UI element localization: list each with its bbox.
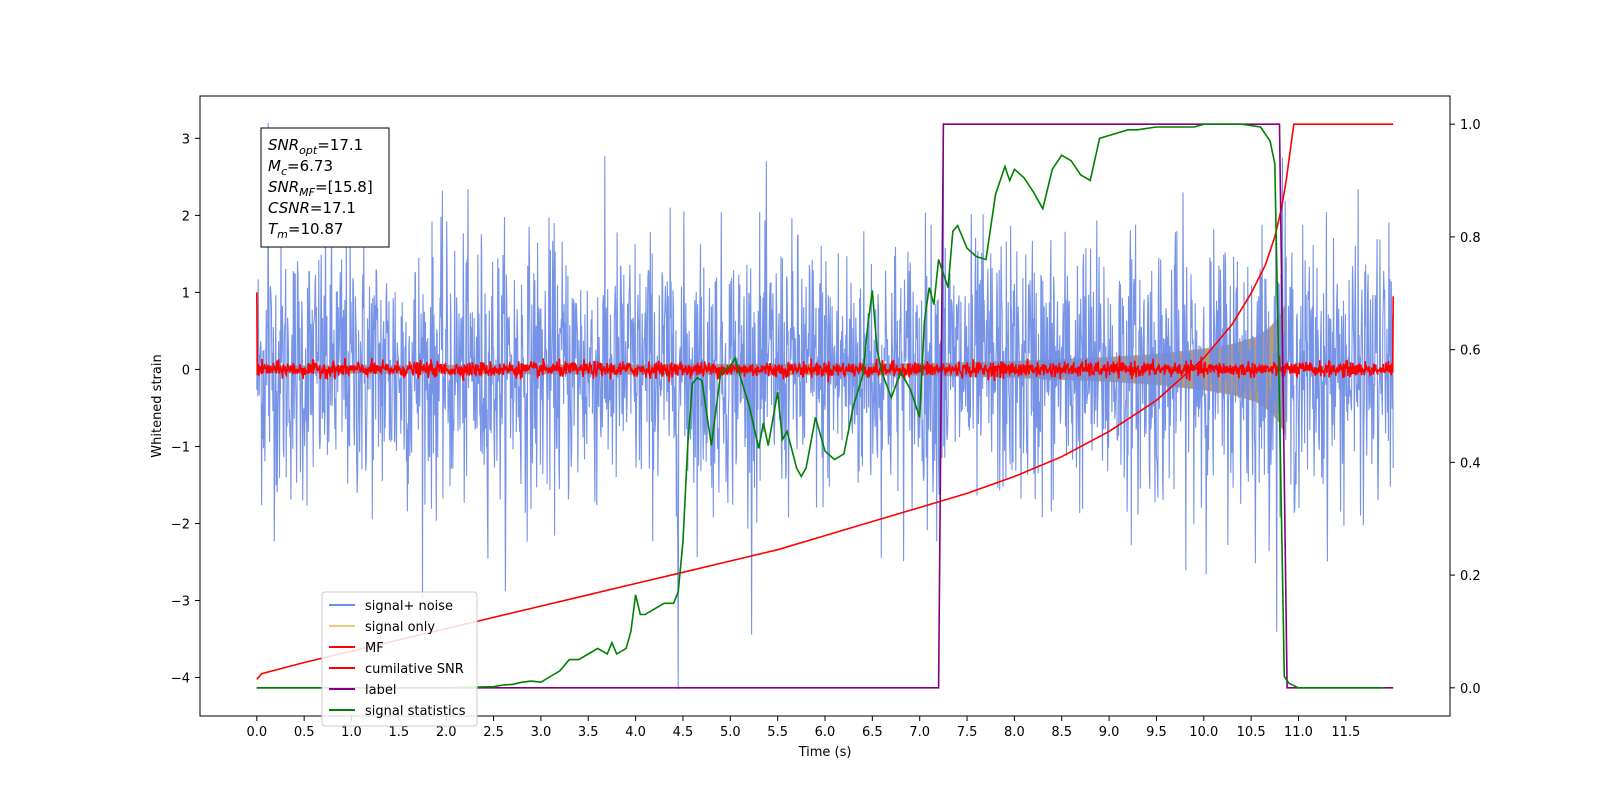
x-tick-label: 0.0: [246, 725, 267, 740]
x-tick-label: 1.0: [341, 725, 362, 740]
y-tick-label: 1: [182, 286, 190, 301]
annotation-sub: m: [277, 228, 288, 241]
y2-tick-label: 0.0: [1460, 682, 1481, 697]
annotation-var: M: [268, 157, 281, 175]
y2-tick-label: 0.2: [1460, 569, 1481, 584]
annotation-value: =17.1: [310, 199, 356, 217]
annotation-var: SNR: [268, 178, 299, 196]
y-axis-left: −4 −3 −2 −1 0 1 2 3: [171, 132, 200, 686]
x-tick-label: 3.5: [578, 725, 599, 740]
x-tick-label: 0.5: [294, 725, 315, 740]
x-tick-label: 5.5: [767, 725, 788, 740]
y-tick-label: 3: [182, 132, 190, 147]
annotation-var: T: [268, 220, 279, 238]
x-tick-label: 8.5: [1051, 725, 1072, 740]
annotation-sub: MF: [299, 186, 315, 199]
y-tick-label: −1: [171, 440, 190, 455]
signal-plus-noise-layer: [256, 122, 1394, 690]
y-tick-label: 0: [182, 363, 190, 378]
x-tick-label: 7.5: [957, 725, 978, 740]
legend: signal+ noise signal only MF cumilative SNR…: [321, 591, 478, 727]
x-tick-label: 6.5: [862, 725, 883, 740]
annotation-var: SNR: [268, 136, 299, 154]
x-tick-label: 10.5: [1237, 725, 1266, 740]
legend-label: label: [365, 683, 396, 698]
legend-label: signal+ noise: [365, 599, 453, 614]
annotation-line: SNRMF=[15.8]: [268, 178, 373, 199]
y2-tick-label: 1.0: [1460, 118, 1481, 133]
y-axis-right: 0.0 0.2 0.4 0.6 0.8 1.0: [1450, 118, 1481, 697]
annotation-value: =17.1: [317, 136, 363, 154]
x-axis-label: Time (s): [798, 745, 852, 760]
annotation-var: CSNR: [268, 199, 310, 217]
x-tick-label: 11.0: [1284, 725, 1313, 740]
annotation-line: SNRopt=17.1: [268, 136, 363, 157]
x-tick-label: 7.0: [909, 725, 930, 740]
y-tick-label: −2: [171, 517, 190, 532]
annotation-line: Mc=6.73: [268, 157, 333, 178]
annotation-sub: opt: [299, 144, 318, 157]
y-tick-label: −3: [171, 594, 190, 609]
x-tick-label: 2.0: [436, 725, 457, 740]
annotation-line: Tm=10.87: [268, 220, 343, 241]
mf-line: [256, 292, 1394, 383]
mf-layer: [256, 292, 1394, 383]
annotation-frame: [260, 127, 390, 248]
signal-statistics-line: [256, 123, 1384, 689]
legend-frame: [321, 591, 478, 727]
y-tick-label: 2: [182, 209, 190, 224]
x-tick-label: 11.5: [1331, 725, 1360, 740]
annotation-value: =10.87: [288, 220, 344, 238]
x-tick-label: 2.5: [483, 725, 504, 740]
x-tick-label: 3.0: [531, 725, 552, 740]
x-tick-label: 10.0: [1189, 725, 1218, 740]
signal-plus-noise-line: [256, 122, 1394, 690]
x-axis: 0.0 0.5 1.0 1.5 2.0 2.5 3.0 3.5 4.0 4.5 5.0 5.5 6.0 6…: [246, 716, 1360, 740]
x-tick-label: 6.0: [815, 725, 836, 740]
annotation-value: =6.73: [287, 157, 333, 175]
x-tick-label: 4.5: [673, 725, 694, 740]
legend-label: cumilative SNR: [365, 662, 464, 677]
legend-label: MF: [365, 641, 384, 656]
y2-tick-label: 0.6: [1460, 344, 1481, 359]
y-axis-label: Whitened strain: [150, 354, 165, 457]
x-tick-label: 5.0: [720, 725, 741, 740]
legend-label: signal statistics: [365, 704, 466, 719]
x-tick-label: 4.0: [625, 725, 646, 740]
x-tick-label: 9.0: [1099, 725, 1120, 740]
y2-tick-label: 0.8: [1460, 231, 1481, 246]
y2-tick-label: 0.4: [1460, 456, 1481, 471]
legend-label: signal only: [365, 620, 435, 635]
x-tick-label: 8.0: [1004, 725, 1025, 740]
annotation-value: =[15.8]: [315, 178, 373, 196]
x-tick-label: 1.5: [389, 725, 410, 740]
y-tick-label: −4: [171, 671, 190, 686]
annotation-sub: c: [281, 165, 287, 178]
annotation-line: CSNR=17.1: [268, 199, 356, 217]
x-tick-label: 9.5: [1146, 725, 1167, 740]
annotation-box: SNRopt=17.1Mc=6.73SNRMF=[15.8]CSNR=17.1T…: [260, 127, 390, 248]
